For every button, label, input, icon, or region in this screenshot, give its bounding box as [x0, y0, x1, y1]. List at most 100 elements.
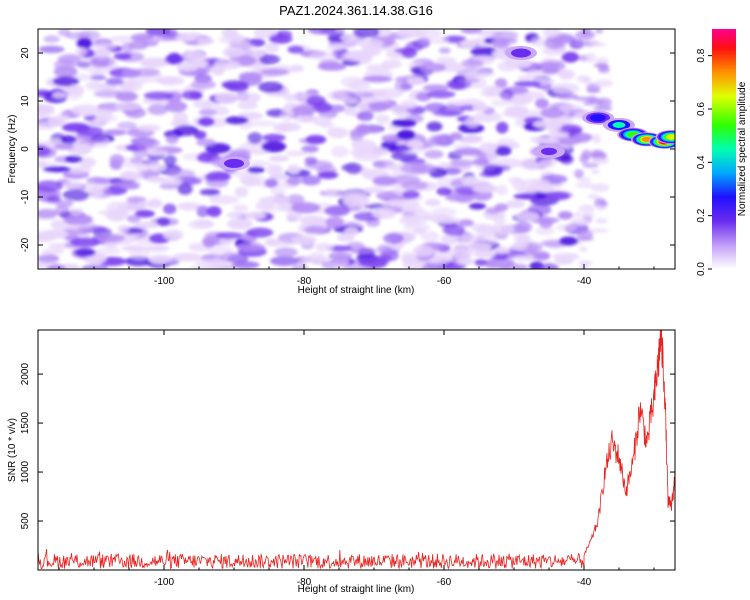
heatmap-noise-cell	[63, 214, 93, 226]
heatmap-noise-cell	[315, 242, 334, 252]
heatmap-noise-cell	[38, 160, 48, 168]
heatmap-noise-cell	[65, 165, 92, 175]
heatmap-noise-cell	[248, 160, 271, 167]
heatmap-noise-cell	[429, 134, 446, 145]
colorbar-tick-label: 0.8	[696, 48, 707, 62]
heatmap-noise-cell	[88, 66, 101, 76]
heatmap-noise-cell	[461, 176, 475, 186]
heatmap-noise-cell	[584, 53, 597, 63]
heatmap-noise-cell	[61, 122, 91, 132]
heatmap-noise-cell	[587, 193, 600, 200]
heatmap-noise-cell	[511, 178, 526, 190]
heatmap-noise-cell	[237, 101, 258, 110]
heatmap-noise-cell	[120, 173, 144, 181]
colorbar-ticks: 0.0 0.2 0.4 0.6 0.8	[696, 48, 712, 276]
heatmap-noise-cell	[460, 233, 486, 245]
heatmap-noise-cell	[341, 96, 359, 105]
heatmap-noise-cell	[304, 156, 318, 165]
heatmap-noise-cell	[159, 183, 181, 190]
heatmap-noise-cell	[401, 47, 417, 59]
heatmap-noise-cell	[436, 187, 452, 196]
heatmap-noise-cell	[260, 68, 290, 76]
heatmap-noise-cell	[402, 214, 421, 224]
x-tick-label: -60	[437, 276, 452, 287]
heatmap-noise-cell	[581, 29, 592, 37]
heatmap-noise-cell	[551, 82, 580, 94]
heatmap-noise-cell	[407, 76, 425, 86]
heatmap-noise-cell	[505, 142, 521, 149]
heatmap-noise-cell	[214, 59, 228, 72]
heatmap-noise-cell	[290, 202, 321, 214]
y-tick-label: 20	[20, 47, 31, 59]
heatmap-noise-cell	[344, 91, 375, 99]
heatmap-noise-cell	[343, 106, 357, 116]
heatmap-noise-cell	[449, 159, 476, 167]
heatmap-feature-contour	[665, 134, 675, 140]
heatmap-noise-cell	[269, 256, 299, 266]
heatmap-noise-cell	[114, 102, 142, 111]
heatmap-noise-cell	[505, 200, 525, 209]
heatmap-noise-cell	[301, 175, 321, 186]
heatmap-noise-cell	[215, 232, 244, 240]
heatmap-noise-cell	[309, 51, 339, 61]
heatmap-noise-cell	[262, 133, 286, 142]
heatmap-noise-cell	[391, 119, 417, 128]
heatmap-noise-cell	[126, 214, 141, 223]
heatmap-noise-cell	[286, 211, 303, 220]
heatmap-noise-cell	[38, 180, 63, 192]
heatmap-noise-cell	[485, 257, 515, 269]
heatmap-noise-cell	[39, 229, 69, 239]
snr-ticks: -100 -80 -60 -40 500 1000 1500 2000	[20, 330, 675, 588]
heatmap-noise-cell	[135, 163, 149, 173]
heatmap-noise-cell	[540, 107, 565, 119]
heatmap-noise-cell	[438, 47, 451, 54]
heatmap-noise-cell	[108, 208, 130, 218]
heatmap-noise-cell	[236, 243, 266, 252]
heatmap-noise-cell	[266, 240, 292, 247]
heatmap-noise-cell	[95, 247, 122, 255]
heatmap-noise-cell	[327, 245, 353, 252]
y-tick-label: 1000	[20, 460, 31, 483]
heatmap-noise-cell	[573, 96, 593, 102]
heatmap-noise-cell	[577, 177, 592, 182]
heatmap-feature-contour	[541, 147, 557, 156]
heatmap-noise-cell	[514, 221, 533, 234]
heatmap-noise-cell	[442, 35, 467, 43]
heatmap-noise-cell	[163, 229, 184, 241]
heatmap-noise-cell	[207, 245, 234, 256]
heatmap-noise-cell	[366, 147, 389, 157]
heatmap-noise-cell	[451, 247, 474, 259]
heatmap-noise-cell	[363, 186, 385, 194]
heatmap-noise-cell	[513, 80, 542, 87]
heatmap-noise-cell	[406, 140, 424, 149]
heatmap-noise-cell	[62, 181, 83, 189]
heatmap-noise-cell	[219, 252, 245, 263]
heatmap-noise-cell	[526, 69, 543, 79]
x-tick-label: -100	[154, 577, 174, 588]
heatmap-noise-cell	[115, 91, 138, 102]
snr-background	[38, 330, 675, 570]
heatmap-noise-cell	[264, 178, 278, 188]
y-tick-label: 2000	[20, 363, 31, 386]
heatmap-noise-cell	[533, 251, 551, 261]
heatmap-noise-cell	[143, 91, 174, 101]
heatmap-noise-cell	[156, 217, 171, 227]
y-tick-label: 1500	[20, 412, 31, 435]
heatmap-noise-cell	[190, 80, 217, 90]
heatmap-noise-cell	[46, 195, 62, 203]
heatmap-noise-cell	[226, 218, 253, 230]
heatmap-noise-cell	[317, 171, 339, 180]
heatmap-noise-cell	[538, 61, 560, 70]
heatmap-noise-cell	[465, 71, 495, 78]
spectrogram-xlabel: Height of straight line (km)	[298, 285, 415, 296]
colorbar-label: Normalized spectral amplitude	[737, 81, 748, 216]
heatmap-noise-cell	[121, 42, 134, 53]
heatmap-noise-cell	[299, 215, 325, 226]
y-tick-label: 500	[20, 512, 31, 529]
heatmap-noise-cell	[327, 42, 345, 52]
heatmap-noise-cell	[105, 77, 124, 86]
heatmap-noise-cell	[247, 132, 263, 144]
heatmap-noise-cell	[575, 182, 595, 188]
